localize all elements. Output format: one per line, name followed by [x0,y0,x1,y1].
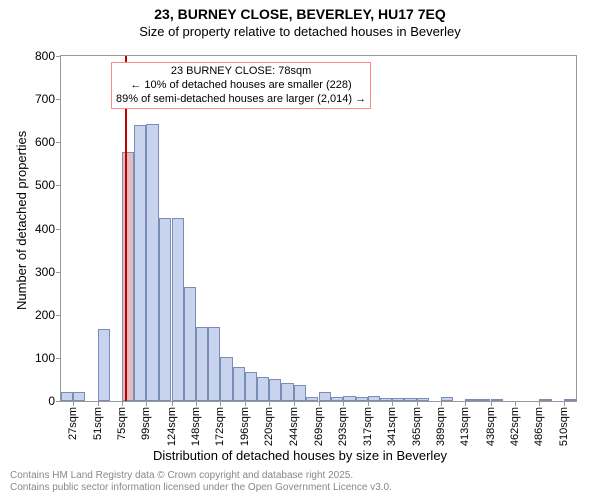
y-tick-label: 800 [35,49,55,63]
x-tick-label: 293sqm [337,407,349,446]
x-tick-label: 196sqm [239,407,251,446]
x-tick-label: 486sqm [533,407,545,446]
histogram-bar [220,357,232,401]
y-tick-label: 100 [35,351,55,365]
y-tick-label: 500 [35,178,55,192]
histogram-bar [380,398,392,401]
x-tick-label: 365sqm [411,407,423,446]
x-tick-label: 389sqm [435,407,447,446]
histogram-bar [281,383,293,401]
annotation-box: 23 BURNEY CLOSE: 78sqm← 10% of detached … [111,62,371,109]
y-tick-label: 0 [48,394,55,408]
histogram-bar [356,397,368,401]
x-tick-label: 341sqm [386,407,398,446]
footer-line-2: Contains public sector information licen… [10,482,392,494]
histogram-bar [294,385,306,401]
histogram-bar [269,379,281,401]
y-tick-label: 700 [35,92,55,106]
histogram-bar [61,392,73,401]
x-tick-label: 510sqm [558,407,570,446]
x-tick-label: 269sqm [313,407,325,446]
histogram-bar [172,218,184,401]
histogram-bar [491,399,503,401]
x-tick-label: 172sqm [214,407,226,446]
plot-area: 010020030040050060070080027sqm51sqm75sqm… [60,55,577,402]
histogram-bar [564,399,576,401]
histogram-bar [196,327,208,401]
histogram-chart: 23, BURNEY CLOSE, BEVERLEY, HU17 7EQ Siz… [0,0,600,500]
chart-title: 23, BURNEY CLOSE, BEVERLEY, HU17 7EQ [0,6,600,22]
x-axis-label: Distribution of detached houses by size … [0,448,600,463]
histogram-bar [368,396,380,401]
chart-subtitle: Size of property relative to detached ho… [0,24,600,39]
histogram-bar [331,397,343,401]
x-tick-label: 148sqm [190,407,202,446]
y-tick-label: 400 [35,222,55,236]
x-tick-label: 75sqm [116,407,128,440]
x-tick-label: 244sqm [288,407,300,446]
x-tick-label: 438sqm [485,407,497,446]
y-tick-label: 200 [35,308,55,322]
x-tick-label: 27sqm [67,407,79,440]
x-tick-label: 124sqm [166,407,178,446]
x-tick-label: 317sqm [362,407,374,446]
histogram-bar [257,377,269,401]
histogram-bar [539,399,551,401]
annotation-line-3: 89% of semi-detached houses are larger (… [116,93,366,107]
footer-line-1: Contains HM Land Registry data © Crown c… [10,470,392,482]
histogram-bar [404,398,416,401]
histogram-bar [465,399,477,401]
y-tick-label: 300 [35,265,55,279]
histogram-bar [208,327,220,401]
histogram-bar [159,218,171,401]
x-tick-label: 462sqm [509,407,521,446]
histogram-bar [417,398,429,401]
histogram-bar [477,399,489,401]
x-tick-label: 220sqm [263,407,275,446]
x-tick-label: 51sqm [92,407,104,440]
annotation-line-1: 23 BURNEY CLOSE: 78sqm [116,65,366,79]
histogram-bar [98,329,110,401]
annotation-line-2: ← 10% of detached houses are smaller (22… [116,79,366,93]
footer-text: Contains HM Land Registry data © Crown c… [10,470,392,494]
histogram-bar [73,392,85,401]
x-tick-label: 99sqm [140,407,152,440]
histogram-bar [441,397,453,401]
histogram-bar [233,367,245,401]
histogram-bar [134,125,146,401]
y-tick-label: 600 [35,135,55,149]
histogram-bar [245,372,257,401]
x-tick-label: 413sqm [459,407,471,446]
histogram-bar [319,392,331,401]
histogram-bar-highlight [122,152,134,401]
histogram-bar [184,287,196,401]
histogram-bar [146,124,158,401]
histogram-bar [306,397,318,401]
histogram-bar [392,398,404,401]
y-axis-label: Number of detached properties [14,131,29,310]
histogram-bar [343,396,355,401]
